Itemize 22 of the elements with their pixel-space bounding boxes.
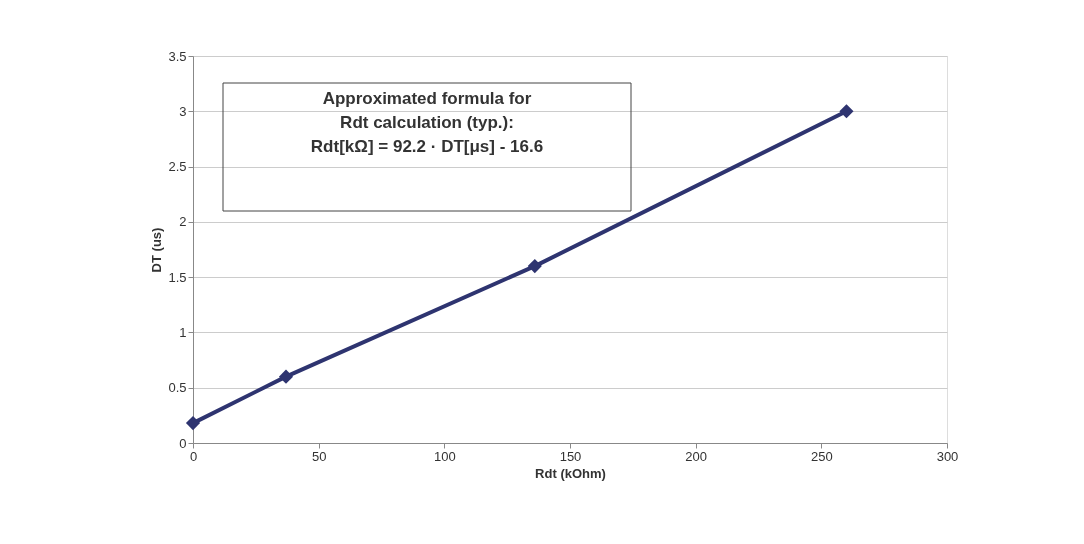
y-tick-label: 2.5 bbox=[168, 159, 187, 175]
x-tick-label: 0 bbox=[189, 448, 198, 464]
y-axis-title: DT (us) bbox=[149, 227, 165, 273]
y-tick-label: 0 bbox=[179, 435, 187, 451]
x-tick-label: 150 bbox=[559, 448, 582, 464]
y-tick-label: 1 bbox=[179, 324, 187, 340]
y-tick-label: 2 bbox=[179, 214, 187, 230]
annotation: Approximated formula for Rdt calculation (typ.): Rdt[kΩ] = 92.2 · DT[μs] - 16.6 bbox=[310, 89, 544, 156]
x-tick-label: 200 bbox=[685, 448, 708, 464]
x-tick-label: 250 bbox=[810, 448, 833, 464]
point bbox=[527, 259, 542, 274]
x-tick-label: 100 bbox=[433, 448, 456, 464]
x-axis-title: Rdt (kOhm) bbox=[535, 465, 606, 481]
y-tick-label: 1.5 bbox=[168, 269, 187, 285]
y-tick-label: 0.5 bbox=[168, 380, 187, 396]
point bbox=[278, 369, 294, 384]
x-tick-label: 50 bbox=[311, 448, 327, 464]
y-tick-label: 3.5 bbox=[168, 48, 187, 64]
point bbox=[839, 104, 854, 119]
y-tick-label: 3 bbox=[179, 103, 187, 119]
x-tick-label: 300 bbox=[936, 448, 959, 464]
point bbox=[185, 416, 201, 431]
